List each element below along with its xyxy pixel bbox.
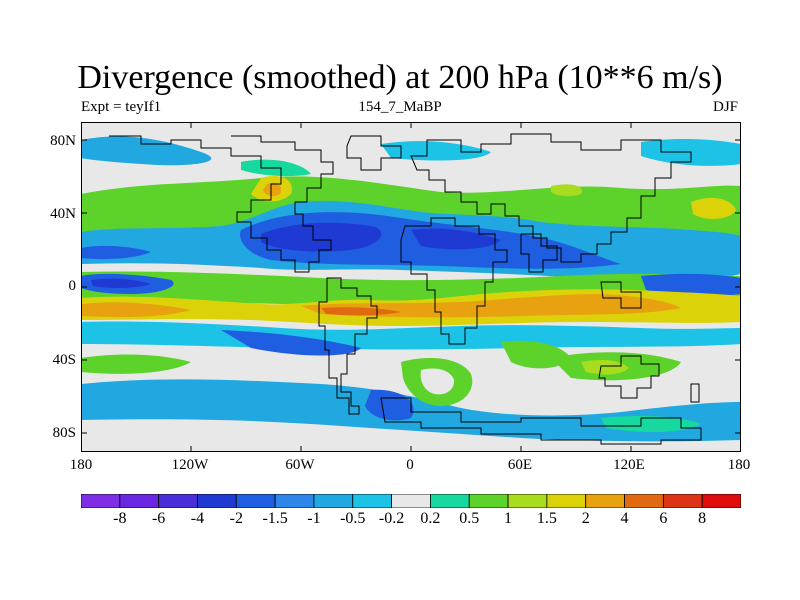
- lat-label-eq: 0: [68, 278, 77, 294]
- lat-label-80s: 80S: [52, 425, 76, 441]
- colorbar: [81, 494, 741, 508]
- convergence-patch-pac-n: [81, 245, 151, 260]
- colorbar-box-13: [585, 494, 625, 508]
- colorbar-box-4: [235, 494, 276, 508]
- divergence-max-wpac: [691, 197, 736, 219]
- lon-label-120w: 120W: [171, 457, 209, 473]
- convergence-patch-natl: [381, 141, 491, 161]
- lon-label-60e: 60E: [507, 457, 533, 473]
- colorbar-label-4: -1.5: [262, 510, 288, 527]
- colorbar-label-2: -4: [190, 510, 205, 527]
- lon-label-180w: 180: [69, 457, 93, 473]
- colorbar-box-15: [662, 494, 703, 508]
- coast-india: [520, 233, 558, 273]
- divergence-patch-casia: [551, 184, 582, 197]
- season-label: DJF: [712, 99, 738, 115]
- colorbar-label-9: 0.5: [459, 510, 480, 527]
- convergence-cpac-east: [641, 273, 741, 297]
- colorbar-box-5: [274, 494, 315, 508]
- colorbar-label-12: 2: [581, 510, 590, 527]
- colorbar-box-14: [624, 494, 664, 508]
- convergence-patch-spac: [221, 330, 361, 356]
- run-label: 154_7_MaBP: [358, 99, 442, 115]
- coast-new-zealand: [690, 383, 700, 403]
- coast-eurasia: [410, 133, 692, 263]
- coast-north-america: [109, 135, 334, 273]
- colorbar-label-10: 1: [504, 510, 513, 527]
- colorbar-label-5: -1: [307, 510, 321, 527]
- divergence-patch-spac: [81, 354, 191, 374]
- divergence-patch-sindian: [601, 416, 701, 433]
- lat-label-40s: 40S: [52, 352, 76, 368]
- convergence-core-cpac: [91, 278, 151, 289]
- plot-title: Divergence (smoothed) at 200 hPa (10**6 …: [77, 59, 723, 96]
- lon-label-0: 0: [406, 457, 414, 473]
- colorbar-box-10: [468, 494, 509, 508]
- colorbar-box-7: [352, 494, 392, 508]
- colorbar-label-3: -2: [229, 510, 243, 527]
- colorbar-box-16: [701, 494, 741, 508]
- experiment-label: Expt = teyIf1: [81, 99, 162, 115]
- colorbar-box-0: [81, 494, 121, 508]
- axis-ticks: [81, 122, 741, 452]
- colorbar-box-12: [546, 494, 587, 508]
- coast-africa: [400, 217, 508, 345]
- coast-antarctica: [380, 397, 702, 445]
- lat-label-40n: 40N: [50, 206, 76, 222]
- colorbar-box-1: [119, 494, 160, 508]
- colorbar-box-2: [158, 494, 198, 508]
- convergence-patch-satl: [365, 389, 414, 421]
- colorbar-label-14: 6: [659, 510, 668, 527]
- divergence-core-amazon: [321, 307, 401, 316]
- convergence-strong-atl: [261, 222, 382, 252]
- colorbar-label-8: 0.2: [420, 510, 441, 527]
- colorbar-label-13: 4: [620, 510, 629, 527]
- coastlines: [109, 133, 702, 445]
- colorbar-label-0: -8: [113, 510, 127, 527]
- colorbar-box-11: [507, 494, 548, 508]
- colorbar-label-15: 8: [698, 510, 707, 527]
- divergence-map: [81, 122, 741, 452]
- convergence-patch-npac: [81, 136, 212, 166]
- coast-australia: [598, 355, 660, 399]
- colorbar-box-9: [430, 494, 470, 508]
- colorbar-box-3: [197, 494, 237, 508]
- colorbar-label-6: -0.5: [340, 510, 366, 527]
- colorbar-box-8: [391, 494, 431, 508]
- lat-label-80n: 80N: [50, 133, 76, 149]
- lon-label-60w: 60W: [285, 457, 315, 473]
- coast-south-america: [318, 277, 378, 415]
- neutral-ring-core: [420, 368, 455, 395]
- coast-greenland: [346, 135, 402, 171]
- colorbar-label-1: -6: [151, 510, 166, 527]
- lon-label-180e: 180: [727, 457, 751, 473]
- divergence-patch-safrica: [501, 340, 571, 369]
- lon-label-120e: 120E: [613, 457, 645, 473]
- colorbar-label-7: -0.2: [378, 510, 405, 527]
- colorbar-box-6: [313, 494, 354, 508]
- coast-maritime: [600, 281, 642, 309]
- divergence-max-indian: [581, 360, 629, 375]
- colorbar-label-11: 1.5: [536, 510, 557, 527]
- divergence-peak-usa: [263, 182, 282, 197]
- divergence-peak-pac: [81, 302, 191, 318]
